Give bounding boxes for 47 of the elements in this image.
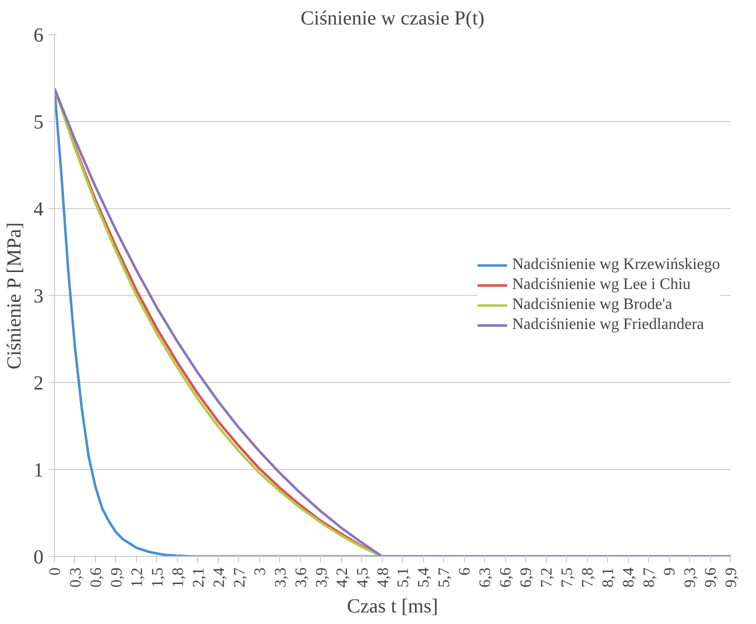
y-tick-label: 5 — [34, 112, 44, 134]
x-tick-label: 0 — [47, 568, 64, 576]
x-tick-label: 2,4 — [210, 568, 228, 588]
legend-label: Nadciśnienie wg Friedlandera — [512, 316, 704, 334]
x-tick-label: 6,6 — [498, 568, 515, 588]
x-tick-label: 1,2 — [128, 568, 146, 588]
x-tick-label: 0,3 — [67, 568, 84, 588]
x-tick-label: 6,3 — [477, 568, 494, 588]
x-tick-label: 4,8 — [374, 568, 392, 588]
x-tick-label: 7,5 — [559, 568, 576, 588]
x-tick-label: 9,3 — [682, 568, 700, 588]
x-tick-label: 0,6 — [88, 568, 105, 588]
x-tick-label: 6,9 — [518, 568, 536, 588]
x-tick-label: 4,5 — [354, 568, 372, 588]
x-tick-label: 4,2 — [334, 568, 351, 588]
y-tick-label: 6 — [34, 24, 44, 46]
y-tick-label: 4 — [34, 198, 44, 220]
y-tick-label: 1 — [34, 460, 44, 482]
x-tick-label: 8,4 — [620, 568, 638, 588]
legend-label: Nadciśnienie wg Brode'a — [512, 296, 672, 314]
chart-title: Ciśnienie w czasie P(t) — [300, 8, 484, 30]
x-tick-label: 3,6 — [292, 568, 310, 588]
x-tick-label: 2,1 — [190, 568, 208, 588]
x-tick-label: 1,8 — [170, 568, 187, 588]
x-tick-label: 3 — [252, 568, 269, 576]
legend-label: Nadciśnienie wg Krzewińskiego — [512, 256, 720, 274]
x-tick-label: 5,1 — [395, 568, 412, 588]
x-tick-label: 5,7 — [436, 568, 454, 588]
x-tick-label: 9,6 — [702, 568, 720, 588]
x-tick-label: 7,2 — [538, 568, 556, 588]
x-tick-label: 5,4 — [416, 568, 433, 588]
x-tick-label: 0,9 — [108, 568, 126, 588]
y-axis-title: Ciśnienie P [MPa] — [4, 222, 26, 370]
x-tick-label: 3,9 — [313, 568, 330, 588]
x-tick-label: 8,1 — [600, 568, 618, 588]
x-tick-label: 9,9 — [723, 568, 740, 588]
x-tick-label: 7,8 — [580, 568, 597, 588]
x-tick-label: 2,7 — [231, 568, 248, 588]
x-tick-label: 3,3 — [272, 568, 290, 588]
y-tick-label: 3 — [34, 286, 44, 308]
x-tick-label: 1,5 — [149, 568, 166, 588]
x-tick-label: 8,7 — [641, 568, 658, 588]
x-tick-label: 6 — [456, 568, 474, 576]
x-axis-title: Czas t [ms] — [346, 596, 438, 618]
y-tick-label: 2 — [34, 372, 44, 394]
legend-label: Nadciśnienie wg Lee i Chiu — [512, 276, 691, 294]
x-tick-label: 9 — [662, 568, 679, 576]
